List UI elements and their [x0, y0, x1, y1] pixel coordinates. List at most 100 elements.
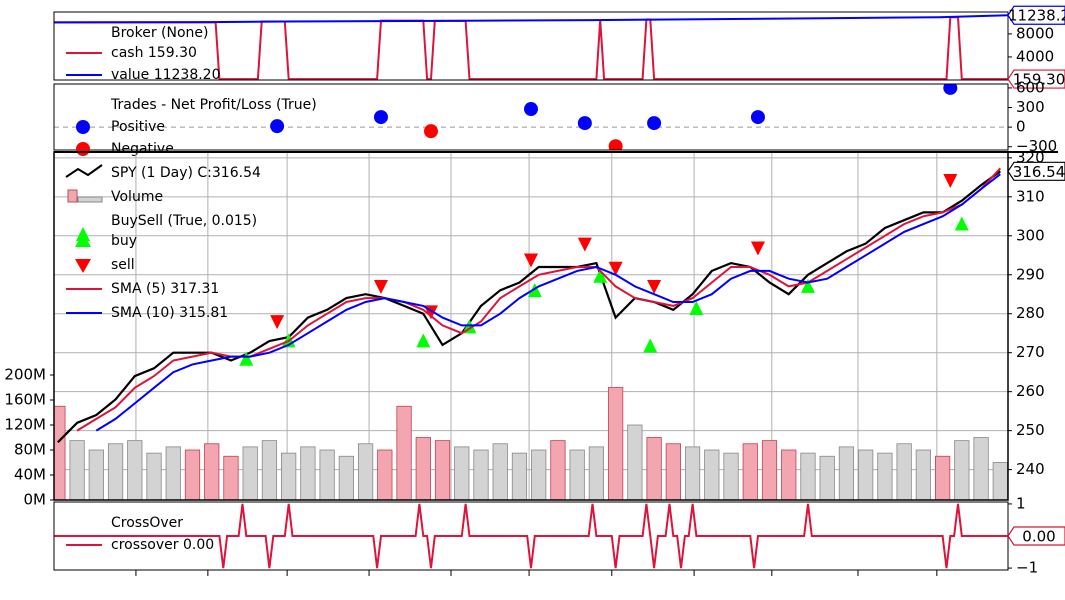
volume-bar: [992, 462, 1008, 500]
legend-icon: [65, 164, 103, 178]
volume-bar: [242, 446, 258, 500]
legend-label: buy: [111, 233, 137, 249]
value-tag: 159.30: [1007, 69, 1065, 89]
panel-frame: [53, 83, 1009, 151]
y-tick-label: −300: [1016, 137, 1057, 155]
volume-bar: [511, 452, 528, 500]
volume-bar: [800, 452, 816, 500]
volume-bar: [531, 449, 547, 500]
volume-bar: [54, 405, 66, 500]
value-tag-label: 11238.2: [1008, 7, 1065, 25]
legend: SPY (1 Day) C:316.54 Volume BuySell (True,…: [65, 164, 261, 321]
trade-point: [608, 139, 623, 150]
trade-point: [943, 84, 958, 95]
volume-bar: [627, 424, 643, 500]
legend-icon: [67, 189, 78, 203]
legend-label: SMA (10) 315.81: [111, 305, 228, 321]
sell-marker: [373, 280, 388, 295]
value-tag: 316.54: [1007, 161, 1065, 181]
legend-icon: [77, 196, 103, 203]
y-tick-label: 250: [1016, 421, 1045, 439]
volume-bar: [184, 449, 201, 500]
legend-label: Positive: [111, 119, 165, 135]
volume-bar: [454, 446, 470, 500]
trade-point: [270, 119, 285, 134]
volume-bar: [88, 449, 104, 500]
volume-bar: [684, 446, 701, 500]
value-tag: 11238.2: [1007, 5, 1065, 25]
volume-bar: [165, 446, 181, 500]
y-tick-label: 240: [1016, 460, 1045, 478]
volume-bar: [915, 449, 931, 500]
y-tick-label: 300: [1016, 98, 1045, 116]
legend-label: sell: [111, 257, 135, 273]
volume-bar: [319, 449, 335, 500]
volume-bar: [588, 446, 605, 500]
volume-bar: [819, 455, 835, 500]
y2-tick-label: 0M: [24, 491, 47, 509]
volume-bar: [415, 437, 431, 500]
legend-label: value 11238.20: [111, 67, 221, 83]
volume-bar: [223, 455, 239, 500]
volume-bar: [665, 443, 681, 500]
volume-bar: [127, 440, 143, 500]
y-tick-label: −1: [1016, 559, 1038, 577]
legend: Broker (None) cash 159.30 value 11238.20: [66, 25, 221, 83]
volume-bar: [934, 455, 951, 500]
y-tick-label: 260: [1016, 382, 1045, 400]
y-tick-label: 270: [1016, 343, 1045, 361]
volume-bar: [973, 437, 989, 500]
trade-point: [647, 116, 662, 131]
volume-bar: [761, 440, 778, 500]
trade-point: [423, 124, 438, 139]
volume-bar: [954, 440, 970, 500]
value-tag-box: [1007, 69, 1065, 89]
trade-point: [750, 110, 765, 125]
legend-label: Volume: [111, 189, 163, 205]
legend-icon: [76, 120, 90, 134]
legend-title: CrossOver: [111, 515, 183, 531]
volume-bar: [357, 443, 374, 500]
y2-tick-label: 160M: [4, 391, 46, 409]
sell-marker: [943, 174, 958, 189]
sell-marker: [524, 253, 538, 268]
value-tag-label: 316.54: [1013, 163, 1065, 181]
value-tag-label: 0.00: [1022, 528, 1055, 546]
legend-label: cash 159.30: [111, 45, 197, 61]
volume-bar: [377, 449, 393, 500]
volume-bar: [877, 452, 893, 500]
value-tag-box: [1007, 5, 1065, 25]
y2-tick-label: 200M: [4, 366, 46, 384]
legend-label: Negative: [111, 141, 174, 157]
sell-marker: [647, 280, 662, 295]
line-series: [54, 503, 1008, 569]
volume-bar: [107, 443, 124, 500]
y-tick-label: 1: [1016, 494, 1026, 512]
buy-marker: [643, 338, 658, 353]
value-tag: 0.00: [1007, 526, 1065, 546]
y-tick-label: 290: [1016, 265, 1045, 283]
plot-area: [54, 14, 1008, 80]
trade-point: [524, 102, 538, 117]
y-tick-label: 280: [1016, 304, 1045, 322]
legend-title: Broker (None): [111, 25, 209, 41]
plot-area: [54, 84, 1008, 150]
buy-marker: [527, 283, 542, 298]
volume-bar: [723, 452, 739, 500]
trade-point: [577, 116, 592, 131]
volume-bar: [608, 387, 624, 500]
y-tick-label: 300: [1016, 226, 1045, 244]
volume-bar: [896, 443, 912, 500]
legend-annotation: BuySell (True, 0.015): [111, 213, 257, 229]
buy-marker: [239, 351, 254, 366]
volume-bar: [858, 449, 874, 500]
panel: 4000 8000 159.30 11238.2 Broker (None) cash 1…: [53, 5, 1065, 89]
volume-bar: [69, 440, 85, 500]
line-series: [54, 14, 1008, 24]
volume-bar: [434, 440, 451, 500]
legend-title: Trades - Net Profit/Loss (True): [110, 97, 317, 113]
y2-tick-label: 40M: [14, 466, 46, 484]
y-tick-label: 0: [1016, 118, 1026, 136]
